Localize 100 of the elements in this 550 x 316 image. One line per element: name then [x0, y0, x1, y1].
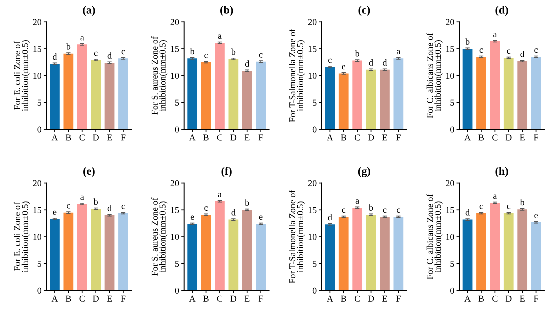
annotation: d [108, 52, 112, 59]
y-tick-label: 15 [34, 46, 42, 52]
annotation: c [534, 48, 538, 54]
annotation: a [396, 50, 401, 55]
bar [490, 41, 500, 130]
y-tick-label: 10 [34, 234, 42, 240]
x-tick-label: A [464, 134, 471, 141]
x-tick-label: D [506, 296, 512, 302]
x-tick-label: C [492, 134, 498, 141]
y-tick-label: 0 [175, 126, 180, 133]
bar [490, 203, 500, 291]
x-tick-label: D [93, 296, 99, 302]
y-tick-label: 5 [450, 100, 454, 106]
y-tick-label: 10 [34, 72, 42, 80]
x-tick-label: D [506, 134, 512, 141]
annotation: c [328, 58, 332, 64]
bar [462, 220, 473, 291]
bar [64, 54, 74, 130]
y-tick-label: 15 [446, 46, 454, 52]
annotation: a [218, 193, 222, 198]
y-tick-label: 0 [312, 288, 317, 294]
x-tick-label: C [492, 296, 498, 302]
y-tick-label: 10 [308, 234, 317, 240]
y-tick-label: 5 [38, 100, 42, 106]
annotation: e [534, 214, 538, 218]
x-tick-label: A [52, 296, 58, 302]
x-tick-label: E [382, 296, 388, 302]
bar [104, 216, 115, 291]
bar [366, 70, 376, 130]
chart-title: (c) [358, 6, 370, 16]
y-axis-title: For S. aureus Zone of inhibition(mm±0.5) [152, 198, 168, 276]
chart-title: (g) [358, 167, 370, 178]
bar [531, 57, 542, 130]
annotation: b [355, 50, 360, 57]
x-tick-label: C [217, 296, 222, 302]
y-tick-label: 20 [170, 19, 180, 26]
y-axis-title: For E. coli Zone of inhibition(mm±0.5) [14, 40, 30, 112]
bar [394, 58, 404, 130]
bar [215, 202, 225, 291]
x-tick-label: E [107, 134, 112, 141]
annotation: c [507, 204, 511, 210]
bar [325, 67, 336, 130]
annotation: a [493, 33, 498, 38]
bar [50, 219, 60, 291]
x-tick-label: A [464, 296, 471, 302]
y-tick-label: 15 [308, 207, 317, 214]
y-tick-label: 10 [446, 234, 454, 240]
x-tick-label: E [520, 296, 525, 302]
x-tick-label: B [204, 296, 209, 302]
x-tick-label: E [520, 134, 525, 141]
x-tick-label: F [121, 134, 126, 141]
x-tick-label: D [230, 296, 237, 302]
x-tick-label: C [80, 134, 85, 141]
x-tick-label: B [341, 134, 346, 141]
bar [228, 59, 239, 130]
annotation: a [80, 196, 84, 200]
annotation: c [507, 50, 511, 54]
x-tick-label: E [382, 134, 388, 141]
x-tick-label: A [52, 134, 58, 141]
y-tick-label: 0 [450, 288, 454, 294]
x-tick-label: D [93, 134, 99, 141]
x-tick-label: B [478, 134, 484, 141]
annotation: d [245, 60, 250, 67]
bar [462, 48, 473, 130]
chart-title: (d) [496, 6, 508, 16]
y-axis-title: For E. coli Zone of inhibition(mm±0.5) [14, 202, 30, 273]
annotation: a [356, 200, 360, 204]
bar [338, 74, 349, 130]
annotation: e [190, 216, 194, 220]
y-tick-label: 5 [450, 261, 454, 268]
y-axis-title: For S. aureus Zone of inhibition(mm±0.5) [152, 36, 168, 115]
x-tick-label: E [244, 296, 250, 302]
annotation: d [232, 209, 236, 216]
x-tick-label: F [121, 296, 126, 302]
annotation: c [67, 204, 70, 209]
chart-title: (f) [222, 167, 232, 178]
bar [104, 62, 115, 130]
annotation: c [342, 208, 346, 214]
annotation: a [493, 194, 498, 200]
y-tick-label: 0 [38, 126, 42, 133]
annotation: b [466, 38, 470, 45]
x-tick-label: D [368, 134, 374, 141]
x-tick-label: C [217, 134, 222, 141]
bar [77, 44, 88, 130]
annotation: c [259, 54, 263, 58]
x-tick-label: F [258, 134, 264, 141]
annotation: e [259, 216, 263, 220]
annotation: d [383, 60, 388, 66]
annotation: b [369, 204, 374, 211]
y-axis-title: For T-Salmonella Zone of inhibition(mm±0.5) [289, 29, 306, 122]
annotation: d [466, 209, 470, 216]
y-tick-label: 5 [176, 100, 180, 106]
bar [188, 58, 198, 130]
y-tick-label: 20 [308, 19, 317, 26]
y-tick-label: 15 [446, 207, 454, 214]
bar [256, 62, 266, 130]
annotation: b [231, 48, 236, 56]
y-tick-label: 20 [308, 180, 317, 186]
y-tick-label: 5 [176, 261, 180, 268]
x-tick-label: E [107, 296, 112, 302]
